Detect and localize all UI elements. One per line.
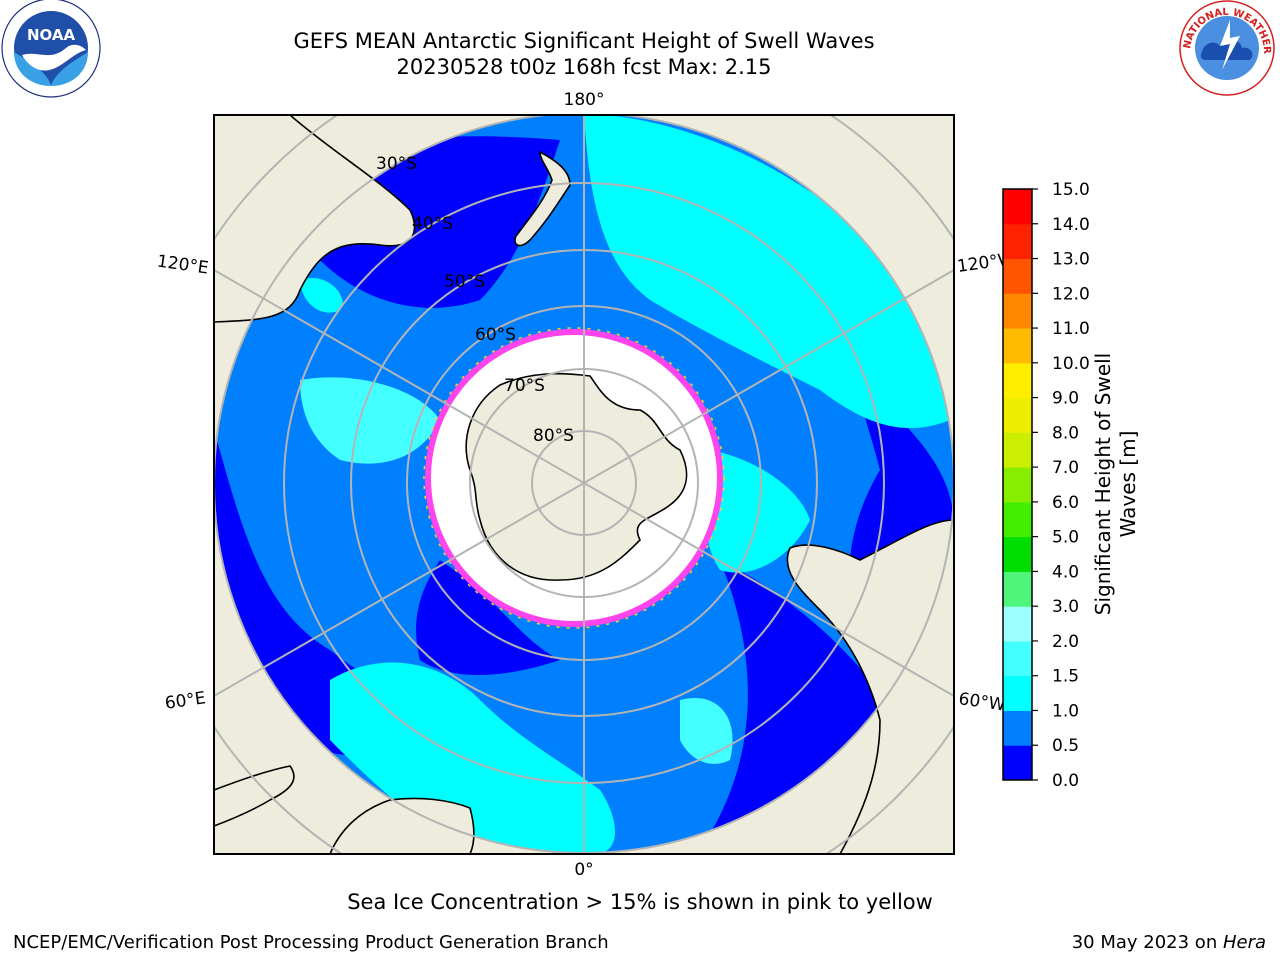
- noaa-logo: NOAA: [1, 0, 101, 98]
- colorbar-segment: [1003, 189, 1032, 225]
- colorbar-segment: [1003, 223, 1032, 260]
- colorbar-title-line2: Waves [m]: [1116, 430, 1140, 538]
- colorbar-segment: [1003, 640, 1032, 677]
- colorbar-segment: [1003, 710, 1032, 746]
- parallel-label: 60°S: [475, 325, 516, 345]
- colorbar-tick-label: 0.5: [1052, 736, 1079, 756]
- meridian-label-120e: 120°E: [156, 252, 210, 279]
- graticule: [214, 115, 954, 854]
- colorbar-tick-label: 14.0: [1052, 215, 1090, 235]
- run-date-text: 30 May 2023 on: [1071, 932, 1223, 953]
- colorbar-segment: [1003, 362, 1032, 399]
- colorbar-segment: [1003, 293, 1032, 329]
- sea-ice-note: Sea Ice Concentration > 15% is shown in …: [347, 890, 933, 914]
- colorbar-tick-label: 2.0: [1052, 632, 1079, 652]
- colorbar-segment: [1003, 258, 1032, 294]
- parallel-label: 50°S: [444, 272, 485, 292]
- colorbar-segment: [1003, 606, 1032, 642]
- colorbar-tick-label: 0.0: [1052, 771, 1079, 791]
- antarctica-land: [465, 372, 688, 581]
- colorbar-tick-label: 9.0: [1052, 389, 1079, 409]
- colorbar-title-line1: Significant Height of Swell: [1091, 352, 1115, 616]
- colorbar-frame: [1002, 188, 1033, 781]
- noaa-logo-text: NOAA: [27, 26, 76, 44]
- colorbar-segment: [1003, 328, 1032, 364]
- swell-region-high: [680, 698, 733, 764]
- colorbar-tick-label: 15.0: [1052, 180, 1090, 200]
- south-america-land: [786, 519, 954, 854]
- colorbar-tick-label: 1.0: [1052, 701, 1079, 721]
- colorbar-tick-label: 12.0: [1052, 284, 1090, 304]
- australia-land: [214, 115, 416, 323]
- swell-region-high: [300, 277, 343, 313]
- colorbar-segment: [1003, 397, 1032, 433]
- colorbar-tick-label: 1.5: [1052, 667, 1079, 687]
- colorbar-title: Significant Height of Swell Waves [m]: [1091, 353, 1141, 615]
- colorbar: 0.0 0.5 1.0 1.5 2.0 3.0 4.0 5.0 6.0 7.0 8.0 9.0 10.0…: [1002, 180, 1090, 791]
- colorbar-tick-label: 4.0: [1052, 562, 1079, 582]
- parallel-label: 70°S: [504, 376, 545, 396]
- colorbar-segment: [1003, 571, 1032, 607]
- colorbar-tick-label: 10.0: [1052, 354, 1090, 374]
- swell-region-high: [300, 377, 440, 464]
- run-date: 30 May 2023 on Hera: [1072, 932, 1266, 953]
- parallel-label: 80°S: [533, 426, 574, 446]
- map-frame: [213, 114, 955, 855]
- colorbar-segment: [1003, 467, 1032, 503]
- swell-region-low: [416, 560, 560, 675]
- colorbar-tick-label: 11.0: [1052, 319, 1090, 339]
- colorbar-segment: [1003, 501, 1032, 538]
- swell-region-low: [214, 430, 440, 757]
- colorbar-segment: [1003, 675, 1032, 711]
- meridian-label-0: 0°: [574, 860, 593, 880]
- colorbar-segment: [1003, 432, 1032, 468]
- nws-logo: NATIONAL WEATHER SERVICE: [1176, 0, 1275, 96]
- colorbar-segment: [1003, 536, 1032, 572]
- swell-region-high: [584, 115, 952, 428]
- colorbar-tick-label: 13.0: [1052, 250, 1090, 270]
- colorbar-tick-label: 3.0: [1052, 597, 1079, 617]
- machine-name: Hera: [1222, 932, 1266, 953]
- credit-text: NCEP/EMC/Verification Post Processing Pr…: [13, 932, 609, 953]
- swell-region-high: [703, 450, 810, 573]
- colorbar-segment: [1003, 745, 1032, 781]
- parallel-label: 30°S: [376, 154, 417, 174]
- meridian-label-60w: 60°W: [957, 689, 1006, 715]
- colorbar-tick-label: 8.0: [1052, 423, 1079, 443]
- meridian-label-60e: 60°E: [164, 688, 207, 713]
- parallel-label: 40°S: [412, 214, 453, 234]
- meridian-label-180: 180°: [564, 90, 605, 110]
- map-title: GEFS MEAN Antarctic Significant Height o…: [293, 29, 875, 53]
- colorbar-tick-label: 5.0: [1052, 528, 1079, 548]
- colorbar-tick-label: 6.0: [1052, 493, 1079, 513]
- colorbar-tick-label: 7.0: [1052, 458, 1079, 478]
- swell-region-low: [700, 560, 900, 850]
- map-subtitle: 20230528 t00z 168h fcst Max: 2.15: [396, 55, 772, 79]
